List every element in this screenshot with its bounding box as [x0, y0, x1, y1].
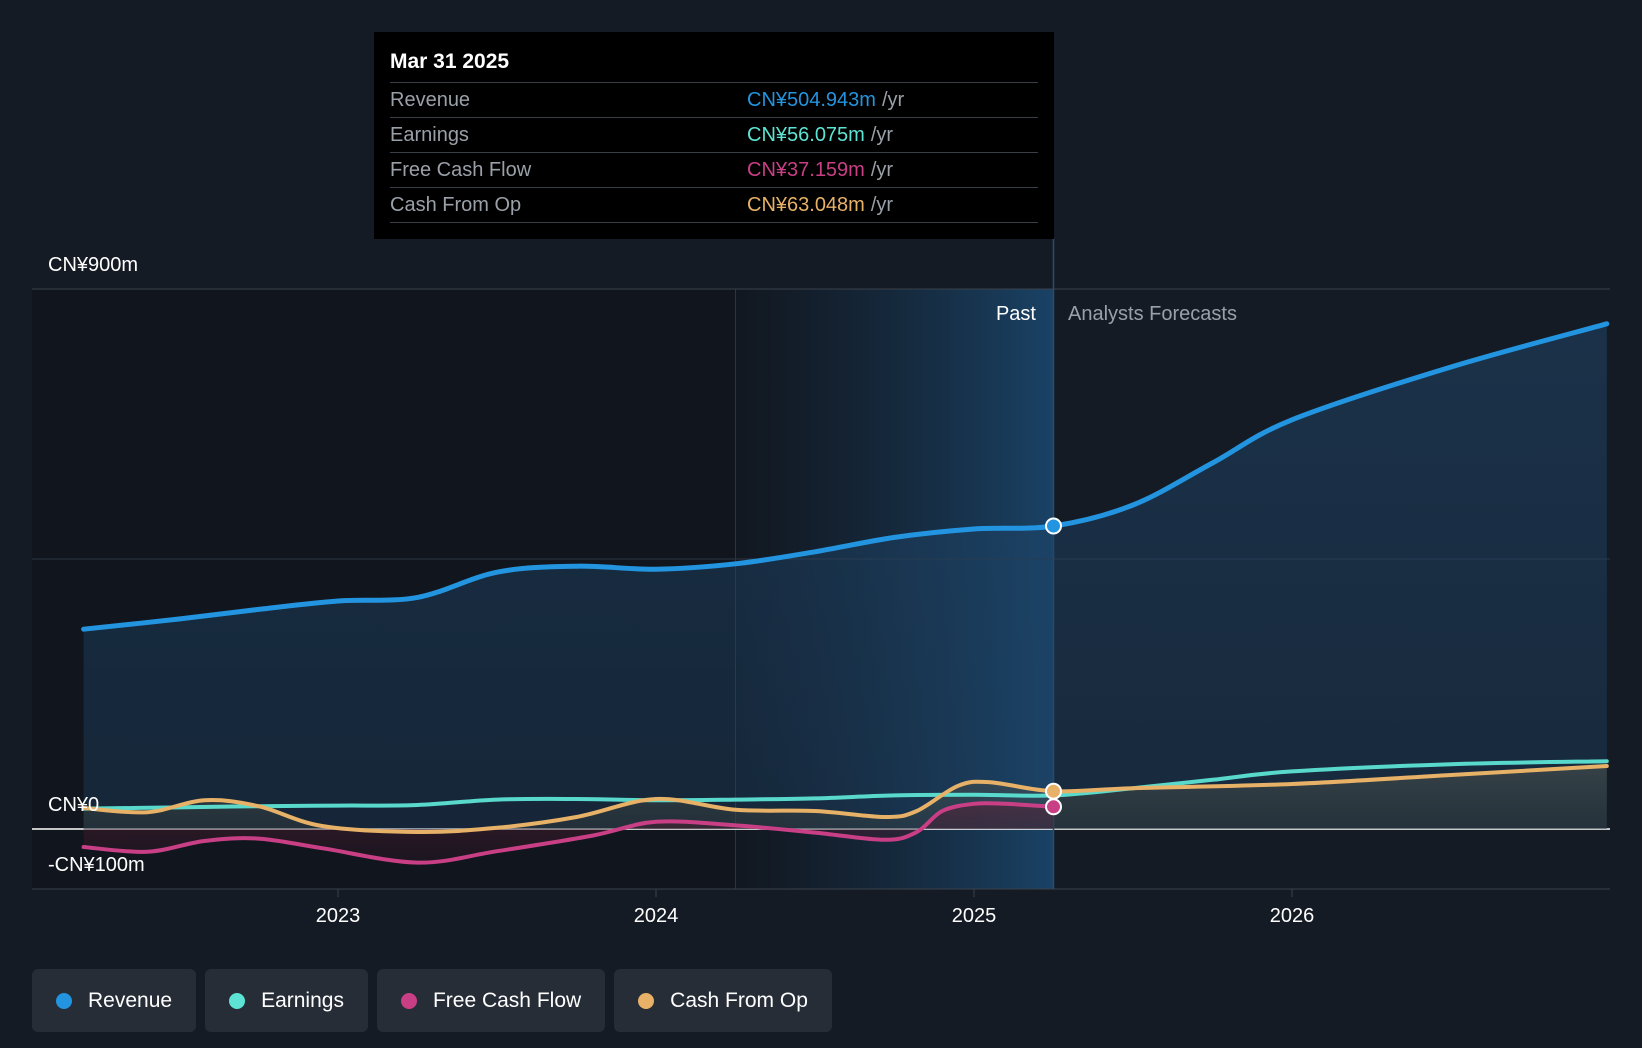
- y-label-top: CN¥900m: [48, 254, 138, 276]
- legend-label: Revenue: [88, 988, 173, 1012]
- tooltip-value: CN¥37.159m: [747, 159, 865, 181]
- cash-from-op-marker: [1045, 782, 1062, 800]
- x-tick-2026: 2026: [1270, 905, 1315, 927]
- tooltip-unit: /yr: [870, 194, 894, 216]
- legend-label: Cash From Op: [670, 988, 808, 1012]
- legend-dot-icon: [56, 992, 72, 1009]
- past-label: Past: [996, 303, 1036, 325]
- legend-label: Earnings: [261, 988, 344, 1012]
- tooltip-unit: /yr: [870, 124, 894, 146]
- free-cash-flow-marker: [1045, 798, 1062, 816]
- tooltip-row-earnings: Earnings CN¥56.075m /yr: [390, 118, 1038, 153]
- legend-item-earnings[interactable]: Earnings: [205, 969, 368, 1032]
- revenue-area: [83, 323, 1607, 829]
- tooltip-value: CN¥63.048m: [747, 194, 865, 216]
- tooltip-value: CN¥504.943m: [747, 89, 876, 111]
- revenue-line: [81, 321, 1610, 632]
- tooltip-name: Earnings: [390, 124, 469, 146]
- legend-item-cash-from-op[interactable]: Cash From Op: [614, 969, 832, 1032]
- tooltip-row-free-cash-flow: Free Cash Flow CN¥37.159m /yr: [390, 153, 1038, 188]
- tooltip-row-cash-from-op: Cash From Op CN¥63.048m /yr: [390, 188, 1038, 223]
- tooltip: Mar 31 2025 Revenue CN¥504.943m /yr Earn…: [374, 32, 1054, 239]
- cash-from-op-area: [83, 766, 1607, 833]
- y-label-zero: CN¥0: [48, 794, 99, 816]
- tooltip-date: Mar 31 2025: [390, 46, 1038, 83]
- tooltip-unit: /yr: [870, 159, 894, 181]
- revenue-marker: [1045, 517, 1062, 535]
- forecast-label: Analysts Forecasts: [1068, 303, 1237, 325]
- tooltip-row-revenue: Revenue CN¥504.943m /yr: [390, 83, 1038, 118]
- legend: Revenue Earnings Free Cash Flow Cash Fro…: [32, 969, 832, 1032]
- x-tick-2023: 2023: [316, 905, 361, 927]
- legend-item-free-cash-flow[interactable]: Free Cash Flow: [376, 969, 606, 1032]
- legend-dot-icon: [638, 992, 655, 1009]
- tooltip-name: Revenue: [390, 89, 471, 111]
- tooltip-name: Free Cash Flow: [390, 159, 532, 181]
- cash-from-op-line: [81, 764, 1609, 835]
- x-tick-2025: 2025: [952, 905, 997, 927]
- tooltip-unit: /yr: [881, 89, 905, 111]
- legend-item-revenue[interactable]: Revenue: [32, 969, 197, 1032]
- legend-dot-icon: [229, 992, 246, 1009]
- legend-label: Free Cash Flow: [432, 988, 582, 1012]
- tooltip-value: CN¥56.075m: [747, 124, 865, 146]
- free-cash-flow-line: [81, 801, 1056, 865]
- earnings-line: [81, 759, 1609, 811]
- legend-dot-icon: [400, 992, 417, 1009]
- tooltip-name: Cash From Op: [390, 194, 522, 216]
- y-label-bottom: -CN¥100m: [48, 854, 145, 876]
- x-tick-2024: 2024: [634, 905, 679, 927]
